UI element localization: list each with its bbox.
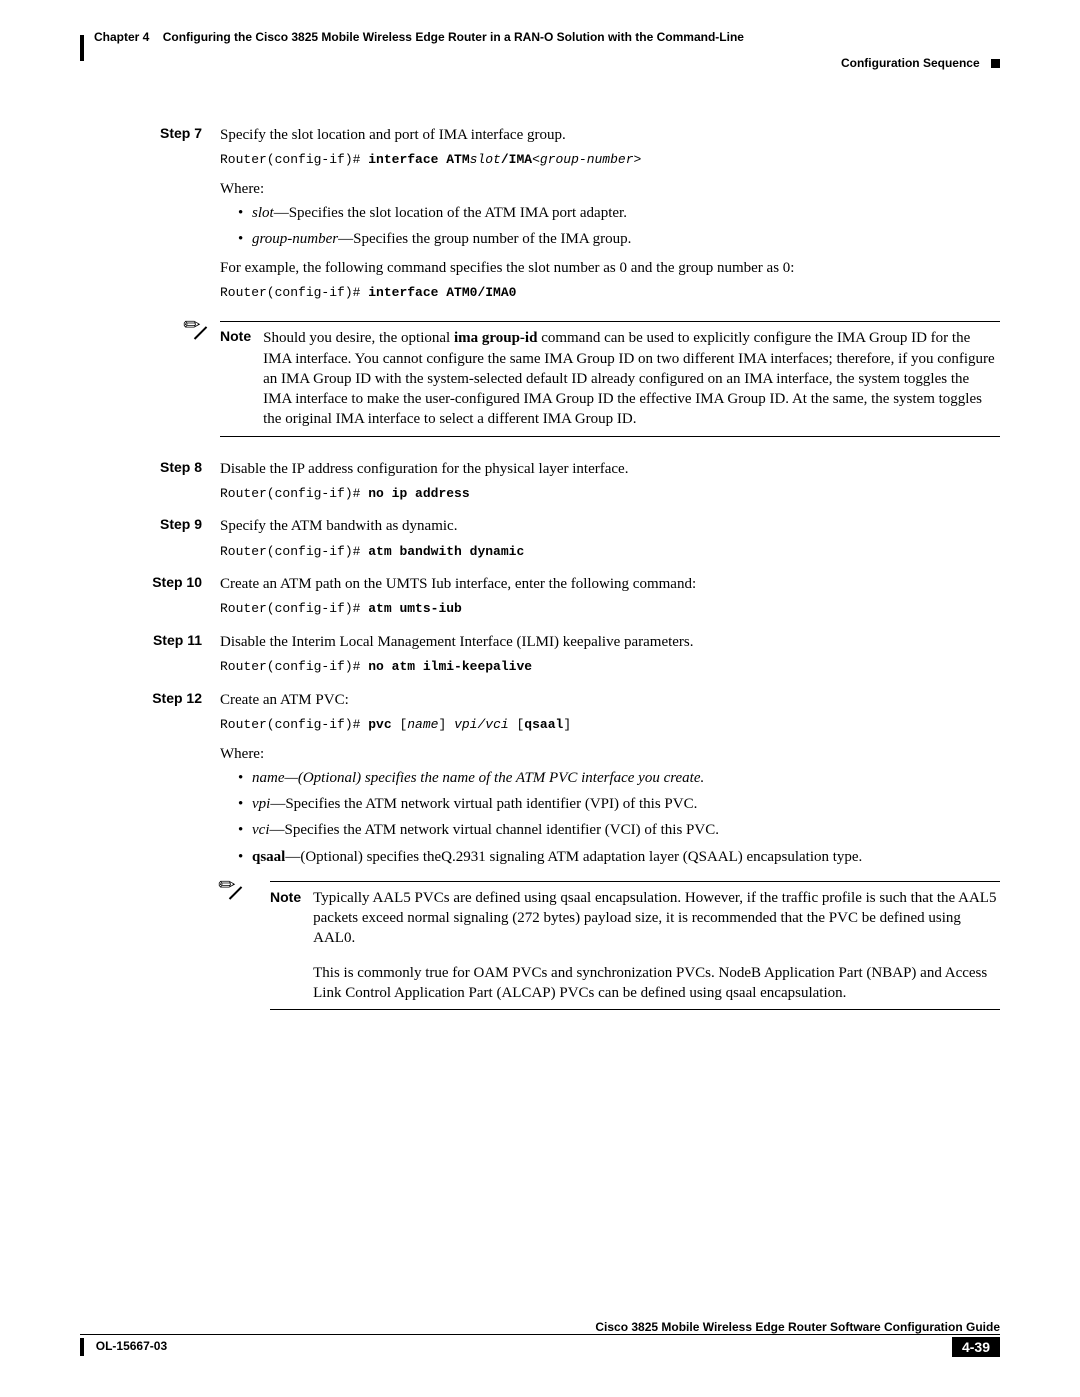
step-10: Step 10 Create an ATM path on the UMTS I… [80,574,1000,628]
page: Chapter 4 Configuring the Cisco 3825 Mob… [0,0,1080,1397]
content: Step 7 Specify the slot location and por… [80,125,1000,1010]
bullet-item: qsaal—(Optional) specifies theQ.2931 sig… [238,847,1000,867]
code-line: Router(config-if)# interface ATMslot/IMA… [220,151,1000,169]
section-title: Configuration Sequence [841,56,1000,70]
step-body: Specify the ATM bandwith as dynamic. Rou… [220,516,1000,570]
example-text: For example, the following command speci… [220,258,1000,278]
note-rule-bottom [270,1009,1000,1010]
step-label: Step 9 [80,516,220,570]
code-line: Router(config-if)# pvc [name] vpi/vci [q… [220,716,1000,734]
step-9: Step 9 Specify the ATM bandwith as dynam… [80,516,1000,570]
bullet-list: slot—Specifies the slot location of the … [220,203,1000,250]
code-line: Router(config-if)# no atm ilmi-keepalive [220,658,1000,676]
code-line: Router(config-if)# interface ATM0/IMA0 [220,284,1000,302]
step-label: Step 7 [80,125,220,311]
chapter-title: Configuring the Cisco 3825 Mobile Wirele… [163,30,744,44]
header-square-icon [991,59,1000,68]
header-rule [80,35,84,61]
note-body: Note Should you desire, the optional ima… [220,315,1000,436]
note-icon-col: ✎ [80,315,220,436]
note-content: Note Should you desire, the optional ima… [220,328,1000,429]
note-text: Should you desire, the optional ima grou… [263,328,1000,429]
note-content: Note Typically AAL5 PVCs are defined usi… [270,888,1000,1003]
footer-row: OL-15667-03 4-39 [80,1337,1000,1357]
header-text: Chapter 4 Configuring the Cisco 3825 Mob… [94,30,1000,44]
note-body: Note Typically AAL5 PVCs are defined usi… [270,875,1000,1010]
note-icon-col: ✎ [220,875,270,1010]
step-label: Step 10 [80,574,220,628]
step-intro: Disable the IP address configuration for… [220,459,1000,479]
step-intro: Specify the slot location and port of IM… [220,125,1000,145]
page-header: Chapter 4 Configuring the Cisco 3825 Mob… [80,30,1000,70]
code-line: Router(config-if)# atm bandwith dynamic [220,543,1000,561]
step-intro: Create an ATM PVC: [220,690,1000,710]
note-block: ✎ Note Should you desire, the optional i… [80,315,1000,436]
bullet-list: name—(Optional) specifies the name of th… [220,768,1000,867]
step-11: Step 11 Disable the Interim Local Manage… [80,632,1000,686]
step-8: Step 8 Disable the IP address configurat… [80,459,1000,513]
step-intro: Create an ATM path on the UMTS Iub inter… [220,574,1000,594]
step-body: Disable the IP address configuration for… [220,459,1000,513]
where-label: Where: [220,744,1000,764]
bullet-item: name—(Optional) specifies the name of th… [238,768,1000,788]
code-line: Router(config-if)# atm umts-iub [220,600,1000,618]
bullet-item: vci—Specifies the ATM network virtual ch… [238,820,1000,840]
step-label: Step 11 [80,632,220,686]
page-footer: Cisco 3825 Mobile Wireless Edge Router S… [80,1320,1000,1357]
where-label: Where: [220,179,1000,199]
step-7: Step 7 Specify the slot location and por… [80,125,1000,311]
step-body: Create an ATM path on the UMTS Iub inter… [220,574,1000,628]
step-body: Create an ATM PVC: Router(config-if)# pv… [220,690,1000,1010]
footer-bar-icon [80,1338,84,1356]
note-text: Typically AAL5 PVCs are defined using qs… [313,888,1000,1003]
step-body: Specify the slot location and port of IM… [220,125,1000,311]
bullet-item: vpi—Specifies the ATM network virtual pa… [238,794,1000,814]
note-block: ✎ Note Typically AAL5 PVCs are defined u… [220,875,1000,1010]
note-rule-top [220,321,1000,322]
chapter-label: Chapter 4 [94,30,149,44]
footer-left: OL-15667-03 [80,1338,167,1356]
step-12: Step 12 Create an ATM PVC: Router(config… [80,690,1000,1010]
bullet-item: slot—Specifies the slot location of the … [238,203,1000,223]
note-label: Note [270,888,301,1003]
footer-guide: Cisco 3825 Mobile Wireless Edge Router S… [80,1320,1000,1334]
pencil-icon: ✎ [180,313,207,340]
step-label: Step 8 [80,459,220,513]
bullet-item: group-number—Specifies the group number … [238,229,1000,249]
note-rule-bottom [220,436,1000,437]
note-rule-top [270,881,1000,882]
footer-doc-id: OL-15667-03 [96,1339,167,1353]
step-label: Step 12 [80,690,220,1010]
step-body: Disable the Interim Local Management Int… [220,632,1000,686]
footer-page-number: 4-39 [952,1337,1000,1357]
note-label: Note [220,328,251,429]
step-intro: Specify the ATM bandwith as dynamic. [220,516,1000,536]
footer-rule [80,1334,1000,1335]
code-line: Router(config-if)# no ip address [220,485,1000,503]
step-intro: Disable the Interim Local Management Int… [220,632,1000,652]
